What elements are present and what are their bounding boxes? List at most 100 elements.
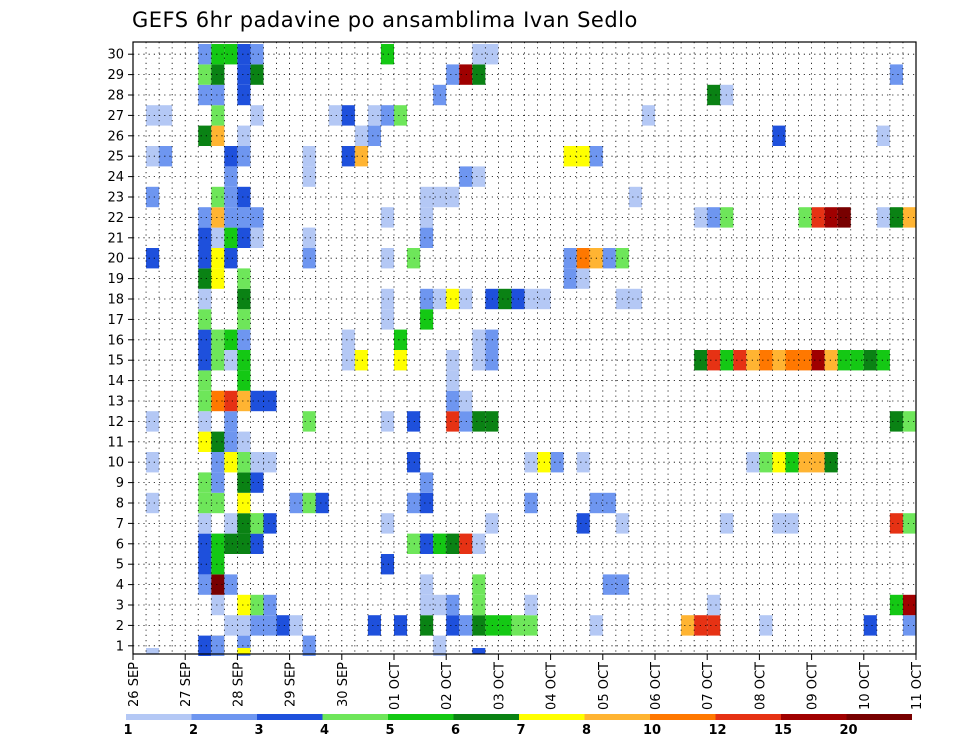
- cell-member-15-step-17: [354, 350, 368, 371]
- cell-member-10-step-34: [576, 452, 590, 473]
- x-tick-label-13: 09 OCT: [806, 662, 821, 710]
- cell-member-26-step-18: [367, 125, 381, 146]
- cell-member-15-step-7: [224, 350, 238, 371]
- cell-member-16-step-7: [224, 329, 238, 350]
- cell-member-25-step-13: [302, 146, 316, 167]
- cell-member-15-step-52: [811, 350, 825, 371]
- legend-label-1: 1: [123, 723, 132, 738]
- x-tick-label-7: 03 OCT: [492, 662, 507, 710]
- cell-member-10-step-6: [211, 452, 225, 473]
- cell-member-13-step-24: [446, 390, 460, 412]
- cell-member-8-step-22: [420, 492, 434, 514]
- cell-member-27-step-15: [328, 105, 342, 126]
- cell-member-29-step-24: [446, 64, 460, 85]
- cell-member-7-step-34: [576, 513, 590, 534]
- legend-swatch-4: [322, 714, 388, 720]
- cell-member-12-step-5: [198, 411, 212, 432]
- cell-member-14-step-5: [198, 370, 212, 391]
- cell-member-20-step-6: [211, 248, 225, 269]
- y-tick-label-6: 6: [116, 537, 124, 552]
- cell-member-8-step-21: [407, 492, 421, 514]
- cell-member-29-step-26: [472, 64, 486, 85]
- cell-member-6-step-5: [198, 533, 212, 554]
- cell-member-20-step-34: [576, 248, 590, 269]
- cell-member-2-step-24: [446, 615, 460, 636]
- cell-member-26-step-6: [211, 125, 225, 146]
- cell-member-7-step-5: [198, 513, 212, 534]
- cell-member-7-step-59: [902, 513, 916, 534]
- cell-member-6-step-6: [211, 533, 225, 554]
- cell-member-2-step-8: [237, 615, 251, 636]
- cell-member-5-step-5: [198, 554, 212, 575]
- y-tick-label-2: 2: [116, 619, 124, 634]
- legend-swatch-7: [519, 714, 585, 720]
- cell-member-22-step-8: [237, 207, 251, 228]
- cell-member-13-step-5: [198, 390, 212, 412]
- cell-member-21-step-8: [237, 227, 251, 248]
- cell-member-3-step-26: [472, 594, 486, 616]
- cell-member-30-step-6: [211, 44, 225, 65]
- cell-member-7-step-9: [250, 513, 264, 534]
- cell-member-15-step-55: [850, 350, 864, 371]
- y-tick-label-17: 17: [107, 313, 124, 328]
- cell-member-10-step-48: [759, 452, 773, 473]
- cell-member-22-step-57: [876, 207, 890, 228]
- cell-member-9-step-5: [198, 472, 212, 493]
- cell-member-4-step-7: [224, 574, 238, 595]
- cell-member-1-step-5: [198, 635, 212, 656]
- cell-member-16-step-5: [198, 329, 212, 350]
- cell-member-18-step-19: [380, 288, 394, 310]
- legend-label-10: 10: [643, 723, 661, 738]
- cell-member-17-step-8: [237, 309, 251, 330]
- cell-member-15-step-54: [837, 350, 851, 371]
- cell-member-28-step-5: [198, 84, 212, 106]
- x-tick-label-3: 29 SEP: [284, 662, 299, 707]
- x-tick-label-2: 28 SEP: [231, 662, 246, 707]
- cell-member-22-step-44: [707, 207, 721, 228]
- cell-member-24-step-26: [472, 166, 486, 187]
- cell-member-26-step-8: [237, 125, 251, 146]
- cell-member-21-step-5: [198, 227, 212, 248]
- cell-member-23-step-22: [420, 186, 434, 208]
- cell-member-6-step-8: [237, 533, 251, 554]
- cell-member-2-step-48: [759, 615, 773, 636]
- y-tick-label-7: 7: [116, 517, 124, 532]
- cell-member-20-step-5: [198, 248, 212, 269]
- cell-member-3-step-10: [263, 594, 277, 616]
- cell-member-12-step-1: [146, 411, 160, 432]
- y-tick-label-1: 1: [116, 639, 124, 654]
- cell-member-5-step-19: [380, 554, 394, 575]
- y-tick-label-28: 28: [107, 89, 124, 104]
- cell-member-18-step-25: [459, 288, 473, 310]
- cell-member-25-step-16: [341, 146, 355, 167]
- cell-member-2-step-59: [902, 615, 916, 636]
- cell-member-16-step-6: [211, 329, 225, 350]
- legend-swatch-2: [191, 714, 257, 720]
- y-tick-label-16: 16: [107, 333, 124, 348]
- cell-member-25-step-34: [576, 146, 590, 167]
- cell-member-8-step-36: [602, 492, 616, 514]
- cell-member-22-step-53: [824, 207, 838, 228]
- cell-member-6-step-26: [472, 533, 486, 554]
- x-tick-label-10: 06 OCT: [649, 662, 664, 710]
- cell-member-23-step-7: [224, 186, 238, 208]
- cell-member-4-step-26: [472, 574, 486, 595]
- legend-label-7: 7: [516, 723, 525, 738]
- cell-member-20-step-13: [302, 248, 316, 269]
- cell-member-23-step-23: [433, 186, 447, 208]
- cell-member-18-step-24: [446, 288, 460, 310]
- cell-member-20-step-1: [146, 248, 160, 269]
- y-tick-label-12: 12: [107, 415, 124, 430]
- cell-member-3-step-58: [889, 594, 903, 616]
- cell-member-19-step-34: [576, 268, 590, 289]
- cell-member-30-step-7: [224, 44, 238, 65]
- y-tick-label-3: 3: [116, 599, 124, 614]
- cell-member-24-step-13: [302, 166, 316, 187]
- cell-member-3-step-44: [707, 594, 721, 616]
- cell-member-3-step-59: [902, 594, 916, 616]
- cell-member-6-step-24: [446, 533, 460, 554]
- cell-member-13-step-10: [263, 390, 277, 412]
- cell-member-12-step-24: [446, 411, 460, 432]
- cell-member-1-step-23: [433, 635, 447, 656]
- y-axis-ticks: 1234567891011121314151617181920212223242…: [107, 48, 133, 654]
